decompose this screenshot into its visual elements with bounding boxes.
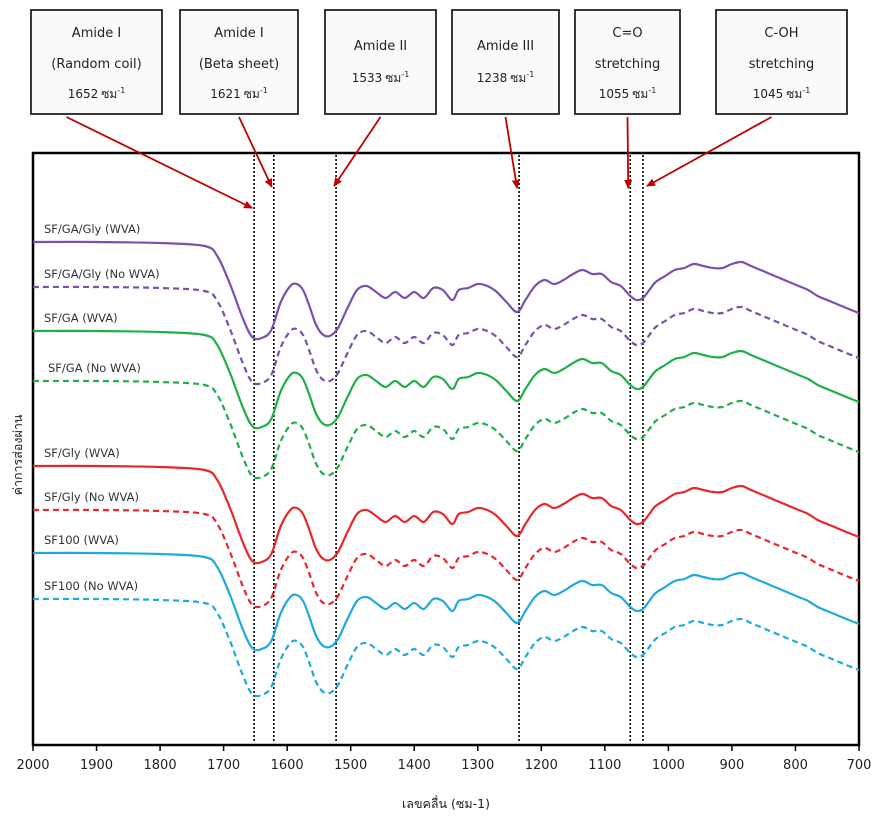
x-tick-label: 900 [720,758,745,773]
amide-i-beta-sheet-annotation: Amide I (Beta sheet) 1621 ซม-1 [179,9,299,188]
amide-ii-annotation: Amide II 1533 ซม-1 [324,9,437,187]
series-label-3: SF/GA (No WVA) [48,361,141,375]
amide-i-beta-sheet-wavenumber-value: 1621 [210,87,241,101]
amide-i-beta-sheet-box [179,9,299,115]
amide-i-random-coil-title-line: (Random coil) [51,57,141,72]
series-line-3 [32,379,860,480]
series-label-6: SF100 (WVA) [44,533,119,547]
series-line-5 [32,508,860,609]
amide-i-random-coil-unit-sup: -1 [117,86,125,95]
c-oh-stretching-unit-sup: -1 [802,86,810,95]
x-axis-label: เลขคลื่น (ซม-1) [402,795,490,811]
amide-iii-title-line: Amide III [477,39,534,54]
series-line-7 [32,597,860,698]
amide-iii-box [451,9,560,115]
series-line-1 [32,285,860,386]
x-tick-label: 800 [783,758,808,773]
series-label-7: SF100 (No WVA) [44,579,138,593]
amide-i-random-coil-arrow [66,116,254,209]
x-tick-label: 1700 [207,758,240,773]
x-tick-label: 1000 [652,758,685,773]
x-tick-label: 2000 [16,758,49,773]
c-oh-stretching-wavenumber: 1045 ซม-1 [753,86,811,101]
amide-i-beta-sheet-title-line: (Beta sheet) [199,57,279,72]
amide-ii-wavenumber-value: 1533 [352,71,383,85]
c-oh-stretching-wavenumber-value: 1045 [753,87,784,101]
series-label-0: SF/GA/Gly (WVA) [44,222,140,236]
x-tick-label: 1100 [588,758,621,773]
c-oh-stretching-box [715,9,848,115]
amide-i-beta-sheet-title-line: Amide I [214,26,263,41]
c-oh-stretching-unit: ซม [786,87,802,101]
x-tick-label: 1800 [144,758,177,773]
series-line-6 [32,551,860,652]
c-o-stretching-title-line: stretching [595,57,661,72]
amide-i-random-coil-unit: ซม [101,87,117,101]
x-tick-label: 1500 [334,758,367,773]
amide-iii-arrow [504,116,520,189]
amide-iii-wavenumber: 1238 ซม-1 [477,70,535,85]
c-o-stretching-wavenumber: 1055 ซม-1 [599,86,657,101]
amide-ii-box [324,9,437,115]
amide-i-random-coil-box [30,9,163,115]
amide-iii-annotation: Amide III 1238 ซม-1 [451,9,560,189]
x-tick-label: 700 [847,758,872,773]
c-oh-stretching-title-line: C-OH [764,26,798,41]
c-o-stretching-annotation: C=O stretching 1055 ซม-1 [574,9,681,189]
x-tick-label: 1900 [80,758,113,773]
c-o-stretching-title-line: C=O [612,26,642,41]
x-tick-label: 1200 [525,758,558,773]
series-label-1: SF/GA/Gly (No WVA) [44,267,160,281]
y-axis-label: ค่าการส่องผ่าน [10,414,25,495]
c-o-stretching-wavenumber-value: 1055 [599,87,630,101]
amide-i-beta-sheet-unit-sup: -1 [260,86,268,95]
amide-i-beta-sheet-unit: ซม [244,87,260,101]
series-line-4 [32,464,860,565]
x-tick-label: 1300 [461,758,494,773]
amide-ii-arrow [333,116,382,187]
series-line-2 [32,329,860,430]
c-oh-stretching-title-line: stretching [749,57,815,72]
amide-iii-unit: ซม [510,71,526,85]
amide-i-beta-sheet-arrow [238,116,273,188]
x-tick-label: 1400 [398,758,431,773]
amide-ii-title-line: Amide II [354,39,407,54]
amide-i-random-coil-title-line: Amide I [72,26,121,41]
amide-i-random-coil-annotation: Amide I (Random coil) 1652 ซม-1 [30,9,254,209]
amide-iii-wavenumber-value: 1238 [477,71,508,85]
series-label-4: SF/Gly (WVA) [44,446,120,460]
amide-ii-unit-sup: -1 [401,70,409,79]
x-tick-label: 1600 [271,758,304,773]
series-line-0 [32,240,860,341]
c-oh-stretching-arrow [646,116,772,187]
amide-i-beta-sheet-wavenumber: 1621 ซม-1 [210,86,268,101]
c-o-stretching-unit-sup: -1 [648,86,656,95]
c-o-stretching-unit: ซม [632,87,648,101]
series-label-5: SF/Gly (No WVA) [44,490,139,504]
series-label-2: SF/GA (WVA) [44,311,118,325]
plot-layer: 2000 1900 1800 1700 1600 1500 1400 1300 1200 1100… [16,151,872,773]
amide-i-random-coil-wavenumber-value: 1652 [68,87,99,101]
c-o-stretching-arrow [624,116,633,189]
amide-i-random-coil-wavenumber: 1652 ซม-1 [68,86,126,101]
c-o-stretching-box [574,9,681,115]
amide-ii-unit: ซม [385,71,401,85]
amide-iii-unit-sup: -1 [526,70,534,79]
amide-ii-wavenumber: 1533 ซม-1 [352,70,410,85]
plot-frame [31,151,861,747]
